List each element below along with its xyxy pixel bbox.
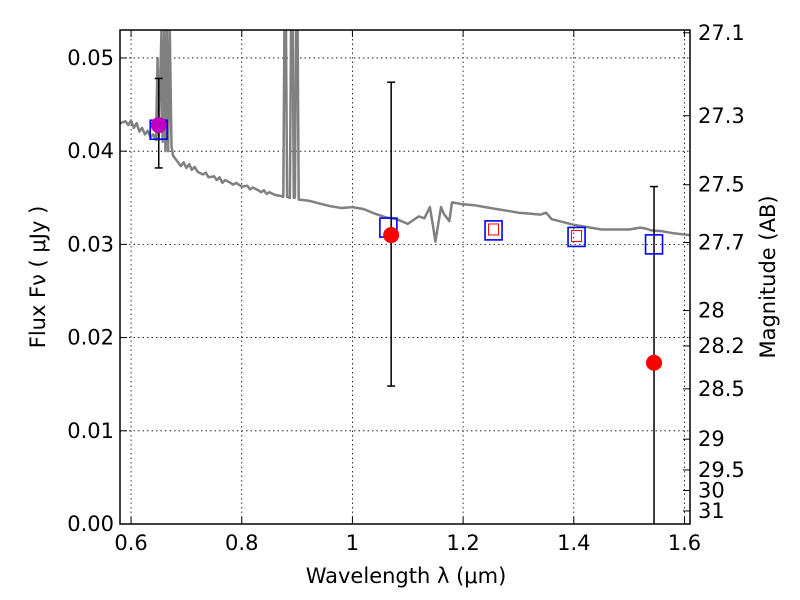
x-tick-label: 0.6 bbox=[114, 531, 147, 555]
observed-flux-point bbox=[383, 227, 400, 244]
x-axis: 0.6 0.8 1 1.2 1.4 1.6 bbox=[114, 30, 701, 555]
model-photometry-square bbox=[484, 220, 503, 241]
y2-tick-label: 27.1 bbox=[698, 21, 745, 45]
small-square-marker bbox=[488, 223, 500, 236]
y2-tick-label: 28.2 bbox=[698, 334, 745, 358]
y-axis: 0.00 0.01 0.02 0.03 0.04 0.05 bbox=[67, 46, 127, 536]
y2-tick-label: 29 bbox=[698, 427, 725, 451]
x-tick-label: 1.2 bbox=[446, 531, 479, 555]
x-tick-label: 1.6 bbox=[668, 531, 701, 555]
y-tick-label: 0.00 bbox=[67, 512, 114, 536]
y2-tick-label: 27.7 bbox=[698, 231, 745, 255]
y2-tick-label: 27.5 bbox=[698, 173, 745, 197]
y-tick-label: 0.02 bbox=[67, 326, 114, 350]
y-tick-label: 0.01 bbox=[67, 419, 114, 443]
y2-tick-label: 31 bbox=[698, 499, 725, 523]
x-tick-label: 1.4 bbox=[557, 531, 590, 555]
x-axis-label: Wavelength λ (μm) bbox=[306, 564, 507, 588]
x-tick-label: 0.8 bbox=[225, 531, 258, 555]
y2-tick-label: 29.5 bbox=[698, 458, 745, 482]
y2-tick-label: 28.5 bbox=[698, 377, 745, 401]
y2-tick-label: 28 bbox=[698, 299, 725, 323]
model-photometry-square bbox=[644, 234, 664, 255]
observed-flux-point-highlight bbox=[150, 117, 167, 134]
grid bbox=[120, 30, 690, 525]
y-axis-label: Flux Fν ( μJy ) bbox=[26, 206, 50, 349]
model-photometry-square bbox=[567, 226, 586, 248]
series-layer bbox=[120, 30, 690, 524]
y-tick-label: 0.03 bbox=[67, 232, 114, 256]
y-tick-label: 0.05 bbox=[67, 46, 114, 70]
y2-tick-label: 30 bbox=[698, 478, 725, 502]
y2-axis-label: Magnitude (AB) bbox=[756, 195, 780, 358]
y-tick-label: 0.04 bbox=[67, 139, 114, 163]
x-tick-label: 1 bbox=[346, 531, 359, 555]
small-square-marker bbox=[571, 229, 583, 242]
plot-frame bbox=[119, 29, 691, 525]
model-sed-line bbox=[120, 30, 690, 243]
y2-tick-label: 27.3 bbox=[698, 104, 745, 128]
observed-flux-point bbox=[646, 354, 663, 371]
